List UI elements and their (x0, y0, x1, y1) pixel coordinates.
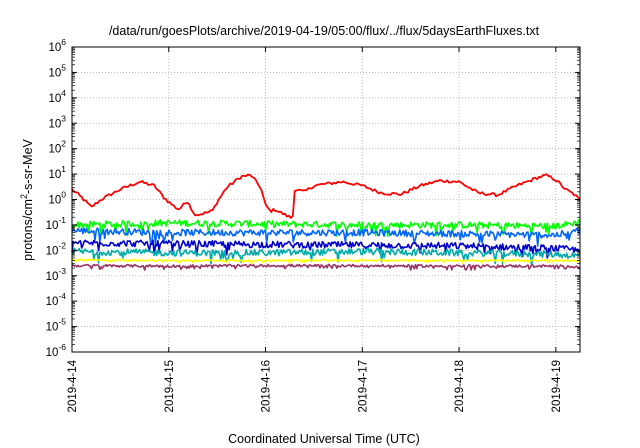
y-tick-label-exp: 0 (61, 190, 66, 200)
y-axis-label-tail: -s-sr-MeV (21, 138, 35, 194)
y-axis-label: protons/cm2-s-sr-MeV (19, 138, 35, 260)
y-tick-label: 104 (48, 88, 66, 105)
y-tick-label: 100 (48, 190, 66, 207)
series-lines (71, 173, 581, 271)
series-line (71, 227, 581, 247)
x-tick-label: 2019-4-15 (164, 360, 176, 412)
y-tick-label: 10-4 (46, 291, 67, 308)
y-tick-label: 10-6 (46, 342, 67, 359)
y-tick-label: 10-1 (46, 215, 67, 232)
y-tick-label-base: 10 (48, 93, 61, 105)
x-tick-label: 2019-4-18 (454, 360, 466, 412)
y-tick-label: 105 (48, 62, 66, 79)
y-tick-label: 10-3 (46, 266, 67, 283)
y-tick-label-exp: 3 (61, 113, 66, 123)
y-tick-label-base: 10 (46, 347, 59, 359)
x-tick-label: 2019-4-17 (357, 360, 369, 412)
y-tick-label-base: 10 (46, 245, 59, 257)
y-axis-label-sup: 2 (19, 194, 29, 199)
y-tick-label-exp: -3 (58, 266, 66, 276)
y-tick-label-base: 10 (46, 271, 59, 283)
series-line (71, 258, 581, 264)
y-tick-label-base: 10 (46, 220, 59, 232)
x-tick-label: 2019-4-19 (551, 360, 563, 412)
y-tick-label-exp: -4 (58, 291, 66, 301)
series-line (71, 263, 581, 271)
x-tick-label: 2019-4-14 (67, 359, 79, 412)
y-tick-label: 10-2 (46, 240, 67, 257)
series-line (71, 239, 581, 259)
x-tick-label: 2019-4-16 (261, 360, 273, 412)
y-tick-label-base: 10 (48, 67, 61, 79)
y-tick-label-exp: -5 (58, 317, 66, 327)
y-tick-label-base: 10 (48, 169, 61, 181)
y-tick-label-base: 10 (46, 296, 59, 308)
series-line (71, 219, 581, 238)
y-tick-label-exp: -1 (58, 215, 66, 225)
y-tick-label: 102 (48, 139, 66, 156)
series-line (71, 173, 581, 219)
y-tick-label-exp: -6 (58, 342, 66, 352)
y-tick-label: 101 (48, 164, 66, 181)
y-tick-label-exp: 4 (61, 88, 66, 98)
y-axis-label-main: protons/cm (21, 199, 35, 261)
y-tick-label-base: 10 (48, 118, 61, 130)
series-line (71, 247, 581, 266)
y-tick-label-base: 10 (46, 322, 59, 334)
y-tick-label-exp: 2 (61, 139, 66, 149)
y-tick-label-exp: 5 (61, 62, 66, 72)
y-tick-label-exp: 6 (61, 37, 66, 47)
y-axis-ticks: 10-610-510-410-310-210-11001011021031041… (46, 37, 580, 359)
y-tick-label-base: 10 (48, 144, 61, 156)
chart-title: /data/run/goesPlots/archive/2019-04-19/0… (109, 24, 540, 38)
x-axis-ticks: 2019-4-14 2019-4-15 2019-4-16 2019-4-17 2019… (67, 47, 563, 412)
x-axis-label: Coordinated Universal Time (UTC) (228, 432, 420, 446)
y-tick-label: 106 (48, 37, 66, 54)
y-tick-label: 103 (48, 113, 66, 130)
y-tick-label-exp: 1 (61, 164, 66, 174)
y-tick-label-exp: -2 (58, 240, 66, 250)
y-tick-label-base: 10 (48, 42, 61, 54)
y-tick-label: 10-5 (46, 317, 67, 334)
y-tick-label-base: 10 (48, 195, 61, 207)
